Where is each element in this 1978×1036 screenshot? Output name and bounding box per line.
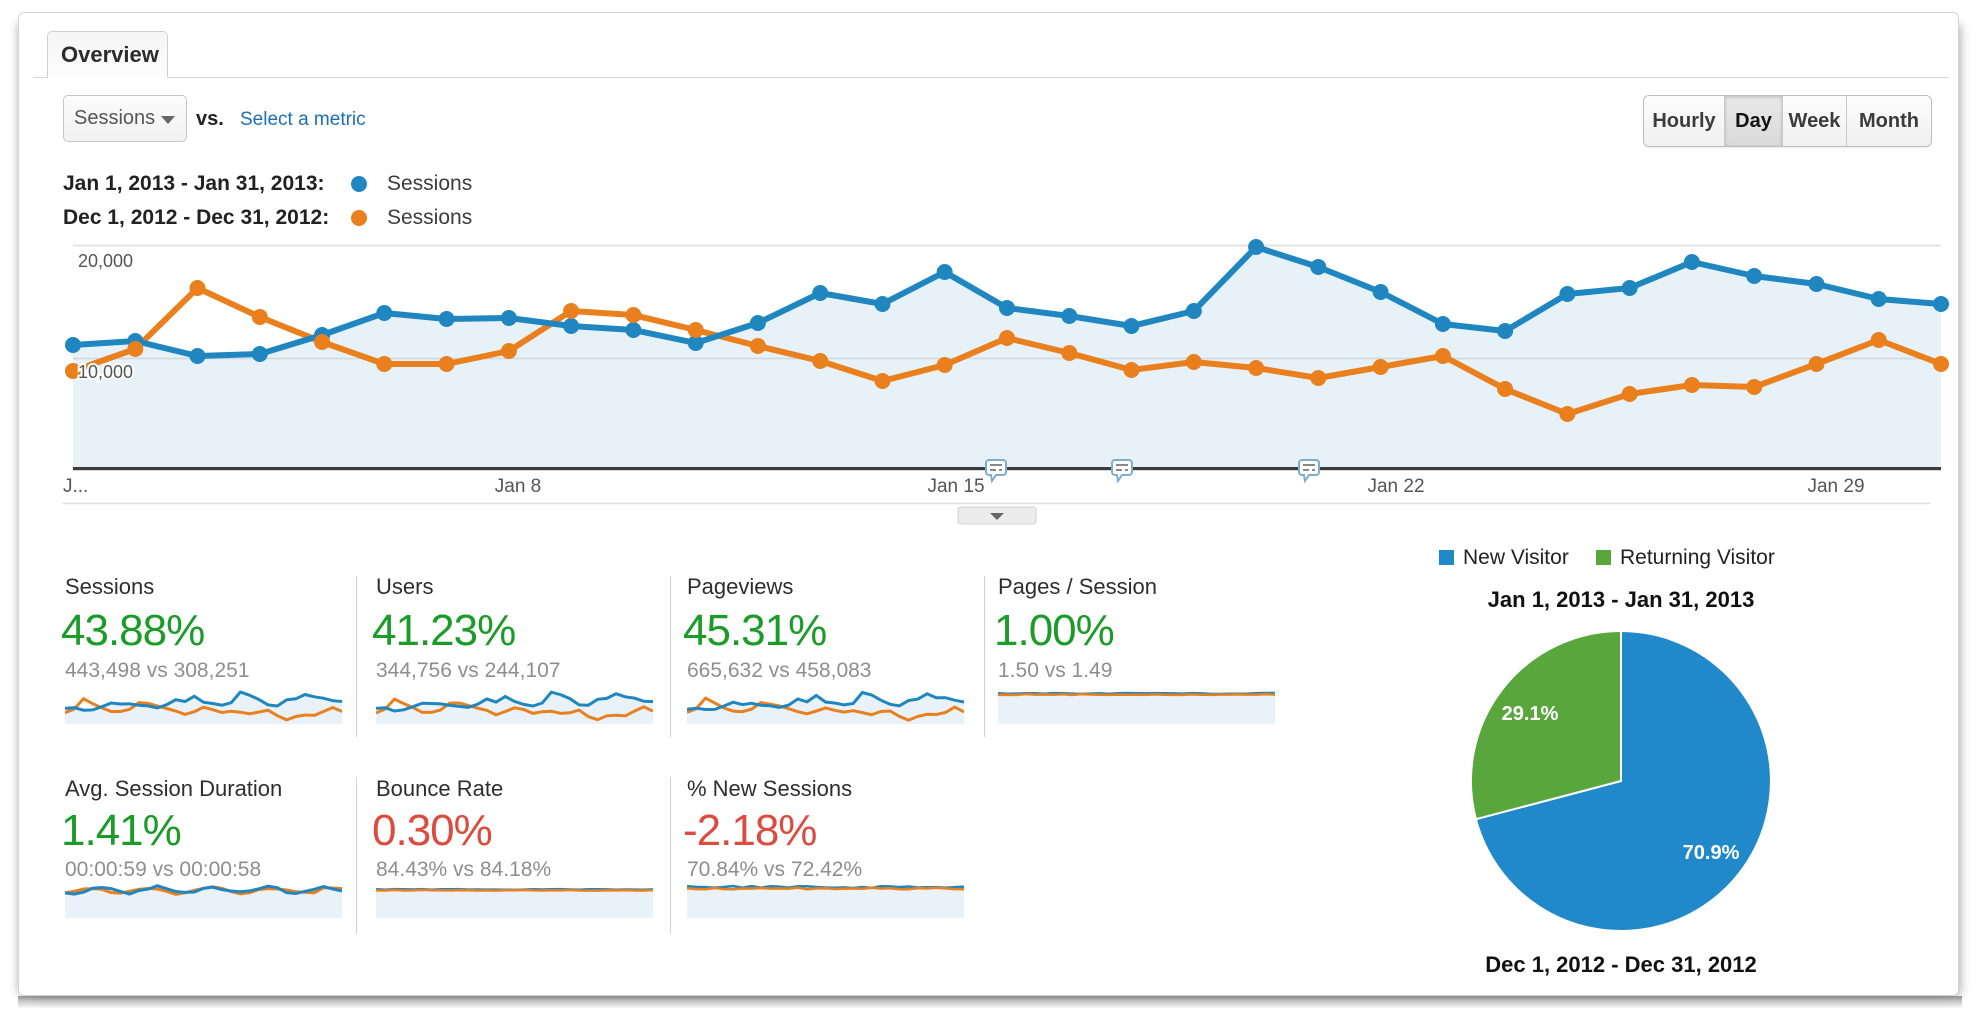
svg-text:Jan 29: Jan 29 [1807,476,1864,497]
svg-text:Jan 22: Jan 22 [1367,476,1424,497]
svg-text:Jan 15: Jan 15 [927,476,984,497]
svg-text:Jan 8: Jan 8 [495,476,541,497]
svg-text:10,000: 10,000 [78,362,133,382]
svg-text:70.9%: 70.9% [1683,842,1740,864]
svg-text:29.1%: 29.1% [1502,703,1559,725]
svg-text:J...: J... [63,476,88,497]
svg-text:20,000: 20,000 [78,251,133,271]
